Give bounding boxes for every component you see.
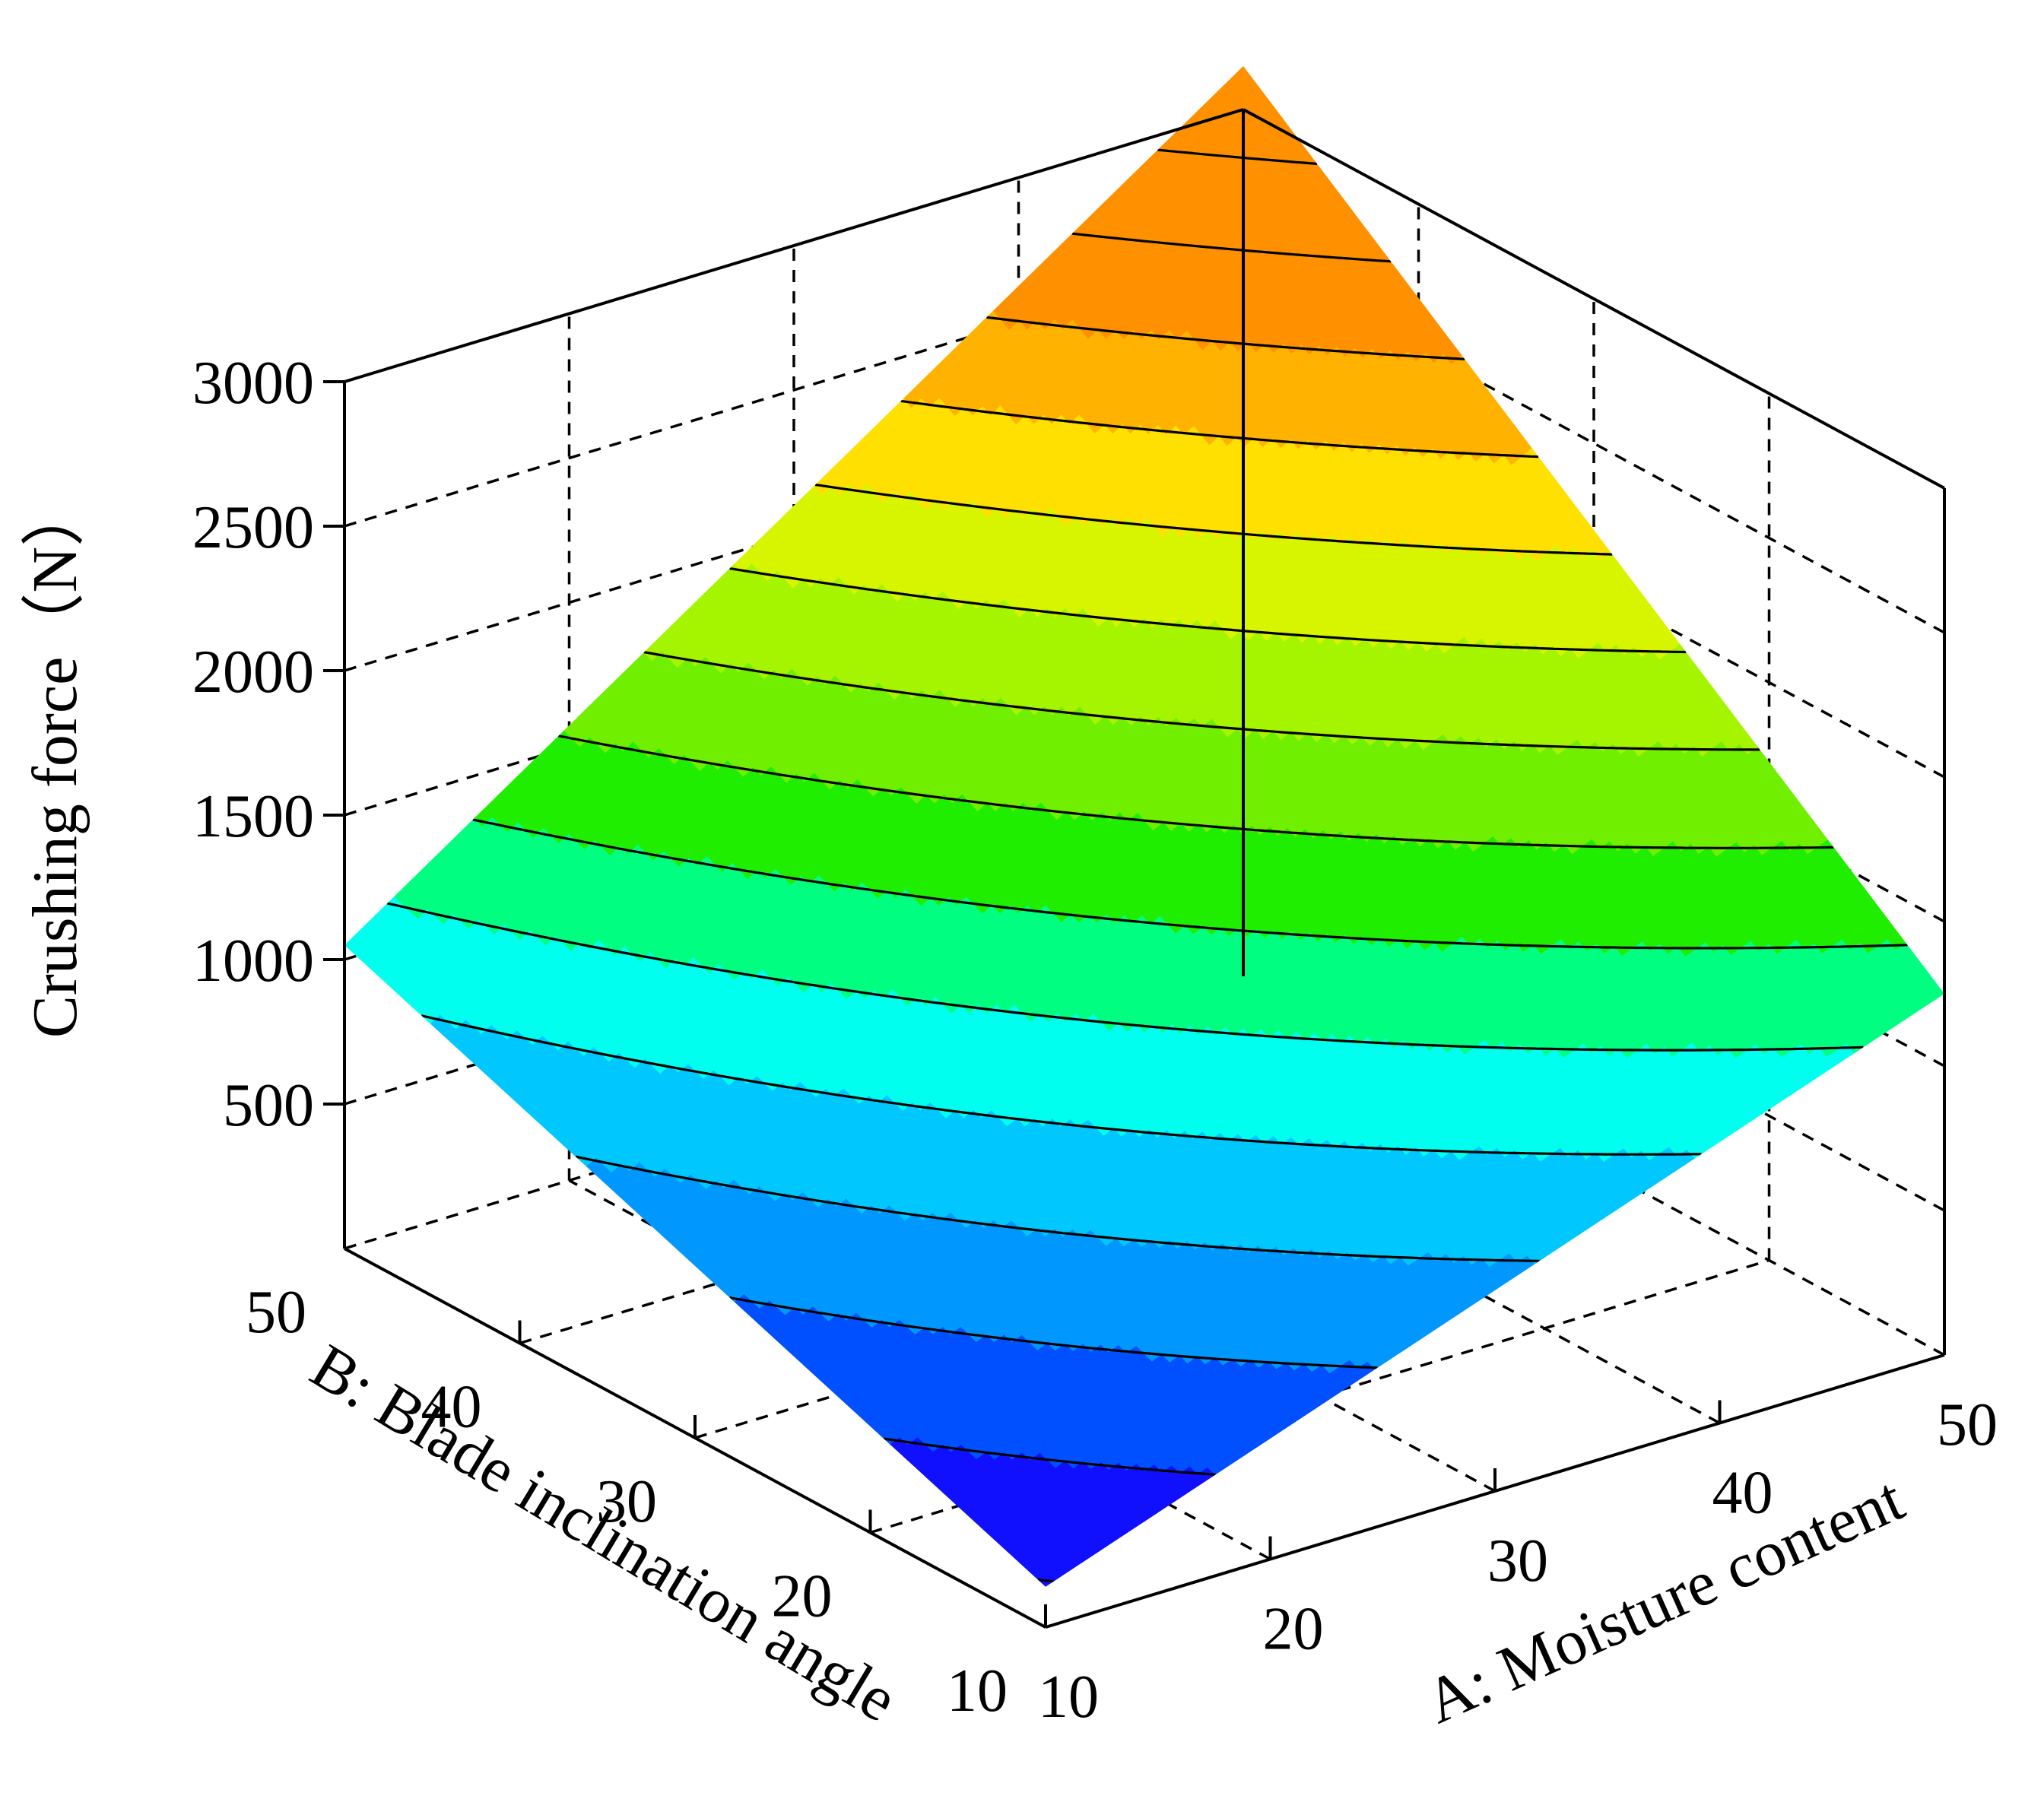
surface-layer [344,66,1944,1587]
